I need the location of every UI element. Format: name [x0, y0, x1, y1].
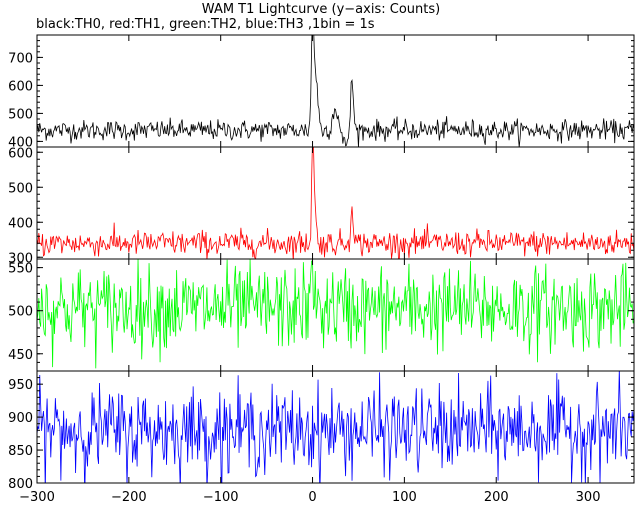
panel-frame [36, 34, 635, 148]
x-tick-label: −100 [203, 490, 239, 505]
panel-TH0: 400 500 600 700 [8, 34, 635, 150]
chart-subtitle: black:TH0, red:TH1, green:TH2, blue:TH3 … [36, 17, 375, 32]
y-tick-label: 600 [8, 146, 33, 161]
y-tick-label: 450 [8, 348, 33, 363]
y-tick-label: 850 [8, 444, 33, 459]
panel-TH1: 300 400 500 600 [8, 146, 635, 266]
x-tick-label: 200 [484, 490, 509, 505]
panel-frame [36, 370, 635, 484]
panel-TH3: 800 850 900 950 [8, 370, 635, 492]
y-tick-label: 400 [8, 135, 33, 150]
chart-title: WAM T1 Lightcurve (y−axis: Counts) [201, 2, 441, 17]
x-tick-label: −200 [111, 490, 147, 505]
series-line-TH0 [37, 35, 634, 147]
x-tick-label: 0 [308, 490, 316, 505]
y-tick-label: 500 [8, 181, 33, 196]
y-tick-label: 400 [8, 216, 33, 231]
x-tick-label: 300 [576, 490, 601, 505]
y-tick-label: 900 [8, 411, 33, 426]
y-tick-label: 500 [8, 107, 33, 122]
series-line-TH1 [37, 147, 634, 259]
series-line-TH3 [37, 371, 634, 483]
series-line-TH2 [37, 259, 634, 369]
x-tick-label: 100 [392, 490, 417, 505]
y-tick-label: 300 [8, 251, 33, 266]
y-tick-label: 550 [8, 262, 33, 277]
panels-group: 400 500 600 700 300 400 500 600 450 500 550 800 850 9… [8, 34, 635, 492]
x-tick-label: −300 [19, 490, 55, 505]
panel-TH2: 450 500 550 [8, 258, 635, 372]
y-tick-label: 600 [8, 79, 33, 94]
y-tick-label: 800 [8, 477, 33, 492]
y-tick-label: 700 [8, 51, 33, 66]
y-tick-label: 950 [8, 378, 33, 393]
y-tick-label: 500 [8, 305, 33, 320]
x-axis: −300 −200 −100 0 100 200 300 [19, 490, 600, 505]
